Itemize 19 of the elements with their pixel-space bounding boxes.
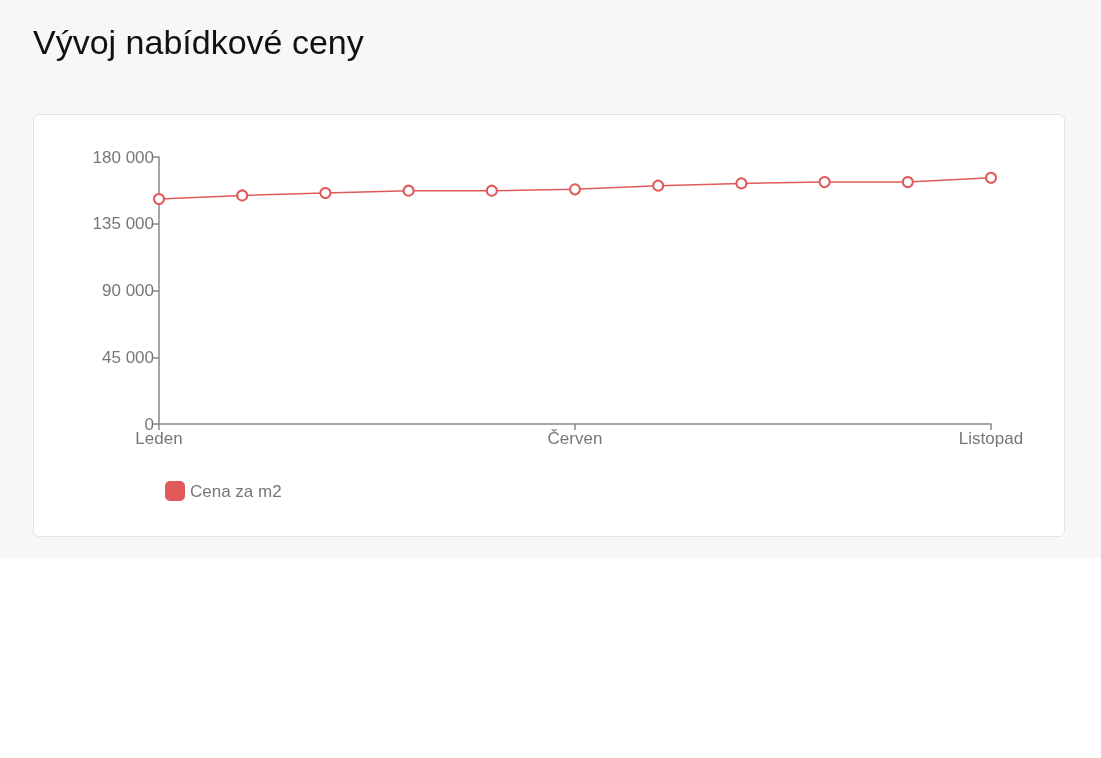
point — [818, 176, 831, 189]
y-tick-label: 90 000 — [102, 281, 154, 300]
x-tick-label: Červen — [547, 429, 603, 448]
chart-title: Vývoj nabídkové ceny — [33, 23, 364, 61]
point — [735, 177, 748, 190]
y-tick-label: 135 000 — [92, 214, 154, 234]
legend-label: Cena za m2 — [190, 481, 282, 501]
point — [485, 184, 498, 197]
y-tick-label: 180 000 — [92, 147, 154, 167]
point — [153, 192, 165, 205]
y-tick-label: 45 000 — [102, 347, 154, 367]
point — [569, 183, 581, 196]
point — [236, 189, 249, 202]
point — [652, 179, 665, 192]
x-tick-label: Listopad — [958, 429, 1024, 448]
point — [402, 184, 415, 197]
point — [985, 171, 997, 184]
point — [319, 187, 332, 200]
point — [901, 176, 914, 189]
